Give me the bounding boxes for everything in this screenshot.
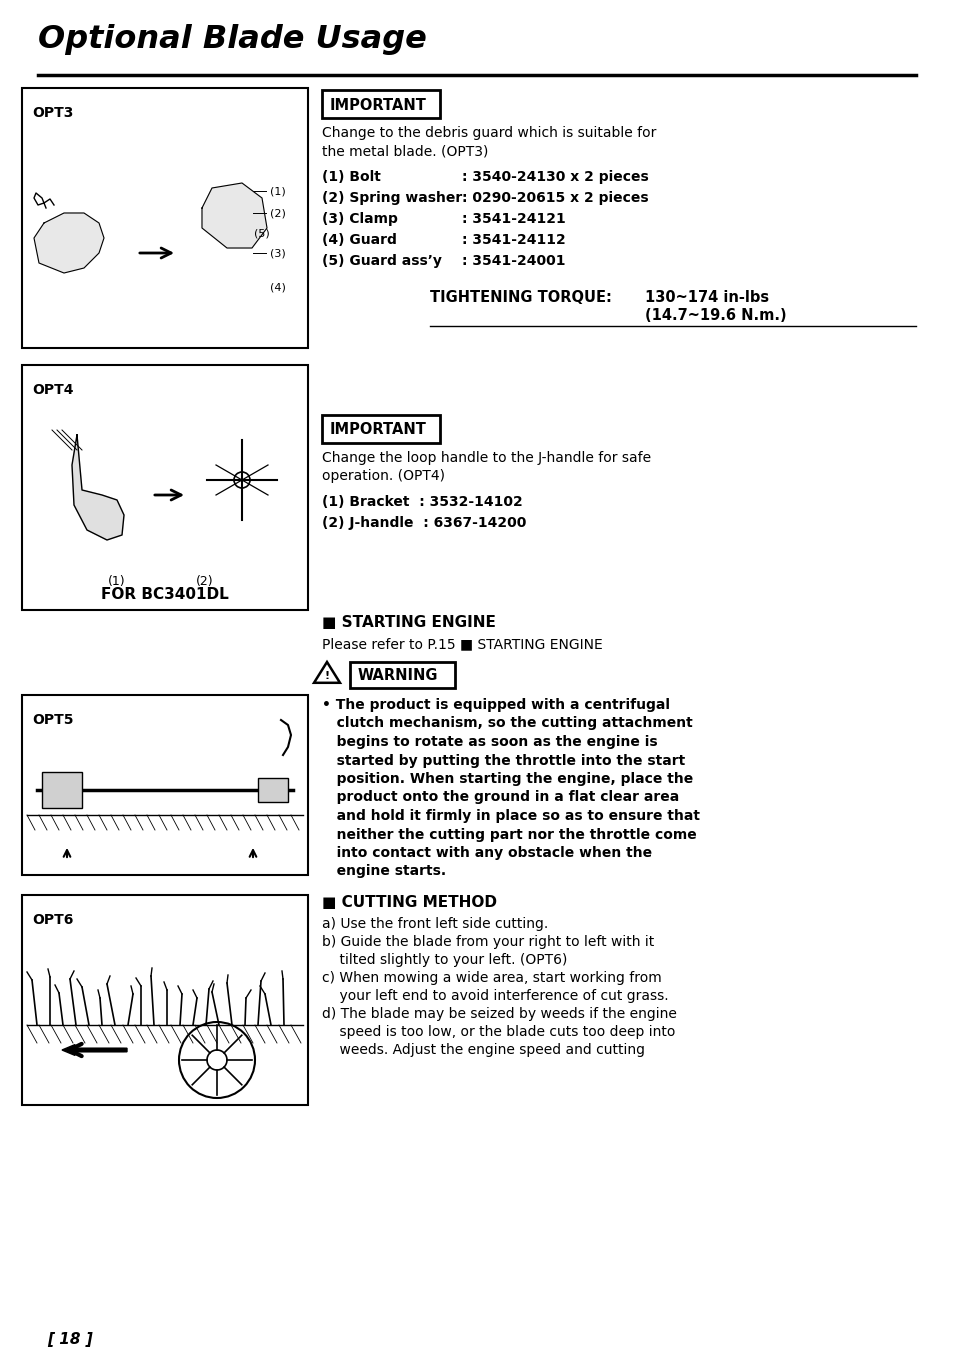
Text: OPT6: OPT6 [32, 913, 73, 927]
Bar [322, 90, 439, 117]
Text: d) The blade may be seized by weeds if the engine: d) The blade may be seized by weeds if t… [322, 1006, 677, 1021]
Text: : 3541-24112: : 3541-24112 [461, 233, 565, 247]
Text: b) Guide the blade from your right to left with it: b) Guide the blade from your right to le… [322, 935, 654, 948]
Text: IMPORTANT: IMPORTANT [330, 97, 426, 112]
Text: (1): (1) [270, 186, 286, 196]
Text: [ 18 ]: [ 18 ] [47, 1331, 92, 1348]
Text: position. When starting the engine, place the: position. When starting the engine, plac… [322, 772, 693, 786]
Text: (5): (5) [253, 228, 270, 237]
Text: (2): (2) [270, 208, 286, 219]
Polygon shape [34, 213, 104, 272]
Bar [22, 894, 308, 1105]
Text: !: ! [324, 670, 329, 681]
Text: clutch mechanism, so the cutting attachment: clutch mechanism, so the cutting attachm… [322, 716, 692, 731]
Text: Please refer to P.15 ■ STARTING ENGINE: Please refer to P.15 ■ STARTING ENGINE [322, 637, 602, 652]
Bar [22, 88, 308, 348]
Text: TIGHTENING TORQUE:: TIGHTENING TORQUE: [430, 290, 611, 305]
Text: started by putting the throttle into the start: started by putting the throttle into the… [322, 754, 684, 768]
Bar [42, 772, 82, 808]
Text: WARNING: WARNING [357, 669, 438, 684]
Text: (2): (2) [196, 575, 213, 588]
Text: • The product is equipped with a centrifugal: • The product is equipped with a centrif… [322, 697, 669, 712]
Text: tilted slightly to your left. (OPT6): tilted slightly to your left. (OPT6) [322, 952, 567, 967]
Text: (4): (4) [270, 283, 286, 293]
Text: : 3541-24001: : 3541-24001 [461, 254, 565, 268]
Text: a) Use the front left side cutting.: a) Use the front left side cutting. [322, 917, 548, 931]
Text: FOR BC3401DL: FOR BC3401DL [101, 587, 229, 602]
Text: speed is too low, or the blade cuts too deep into: speed is too low, or the blade cuts too … [322, 1025, 675, 1039]
Text: Change to the debris guard which is suitable for
the metal blade. (OPT3): Change to the debris guard which is suit… [322, 125, 656, 158]
Text: and hold it firmly in place so as to ensure that: and hold it firmly in place so as to ens… [322, 809, 700, 823]
Bar [322, 415, 439, 442]
Polygon shape [71, 434, 124, 540]
Text: : 0290-20615 x 2 pieces: : 0290-20615 x 2 pieces [461, 192, 648, 205]
Text: (1): (1) [108, 575, 126, 588]
Text: Optional Blade Usage: Optional Blade Usage [38, 24, 426, 55]
Text: (1) Bolt: (1) Bolt [322, 170, 380, 183]
Text: : 3541-24121: : 3541-24121 [461, 212, 565, 227]
Text: (4) Guard: (4) Guard [322, 233, 396, 247]
Text: (3) Clamp: (3) Clamp [322, 212, 397, 227]
Text: c) When mowing a wide area, start working from: c) When mowing a wide area, start workin… [322, 971, 661, 985]
Polygon shape [202, 183, 267, 248]
Text: Change the loop handle to the J-handle for safe
operation. (OPT4): Change the loop handle to the J-handle f… [322, 451, 651, 483]
Text: (5) Guard ass’y: (5) Guard ass’y [322, 254, 441, 268]
Bar [22, 366, 308, 610]
Text: (3): (3) [270, 248, 286, 258]
Text: begins to rotate as soon as the engine is: begins to rotate as soon as the engine i… [322, 735, 657, 749]
Text: product onto the ground in a flat clear area: product onto the ground in a flat clear … [322, 791, 679, 804]
Text: your left end to avoid interference of cut grass.: your left end to avoid interference of c… [322, 989, 668, 1004]
Text: (2) J-handle  : 6367-14200: (2) J-handle : 6367-14200 [322, 517, 526, 530]
Text: 130~174 in-lbs: 130~174 in-lbs [644, 290, 768, 305]
Text: OPT5: OPT5 [32, 714, 73, 727]
Text: OPT4: OPT4 [32, 383, 73, 397]
Text: (14.7~19.6 N.m.): (14.7~19.6 N.m.) [644, 308, 786, 322]
Text: into contact with any obstacle when the: into contact with any obstacle when the [322, 846, 652, 861]
Text: ■ CUTTING METHOD: ■ CUTTING METHOD [322, 894, 497, 911]
Text: (1) Bracket  : 3532-14102: (1) Bracket : 3532-14102 [322, 495, 522, 509]
Text: OPT3: OPT3 [32, 107, 73, 120]
Bar [350, 662, 455, 688]
Text: engine starts.: engine starts. [322, 865, 446, 878]
Text: : 3540-24130 x 2 pieces: : 3540-24130 x 2 pieces [461, 170, 648, 183]
Text: (2) Spring washer: (2) Spring washer [322, 192, 462, 205]
Text: IMPORTANT: IMPORTANT [330, 422, 426, 437]
Text: weeds. Adjust the engine speed and cutting: weeds. Adjust the engine speed and cutti… [322, 1043, 644, 1058]
Bar [257, 778, 288, 803]
Bar [22, 695, 308, 876]
Text: ■ STARTING ENGINE: ■ STARTING ENGINE [322, 615, 496, 630]
Text: neither the cutting part nor the throttle come: neither the cutting part nor the throttl… [322, 827, 696, 842]
